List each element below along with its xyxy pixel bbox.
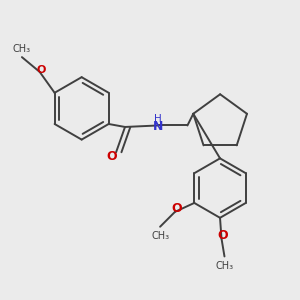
Text: N: N	[153, 121, 164, 134]
Text: O: O	[171, 202, 182, 215]
Text: CH₃: CH₃	[151, 231, 169, 241]
Text: CH₃: CH₃	[13, 44, 31, 54]
Text: CH₃: CH₃	[215, 261, 233, 271]
Text: H: H	[154, 114, 162, 124]
Text: O: O	[218, 229, 228, 242]
Text: O: O	[106, 150, 117, 163]
Text: O: O	[37, 65, 46, 76]
